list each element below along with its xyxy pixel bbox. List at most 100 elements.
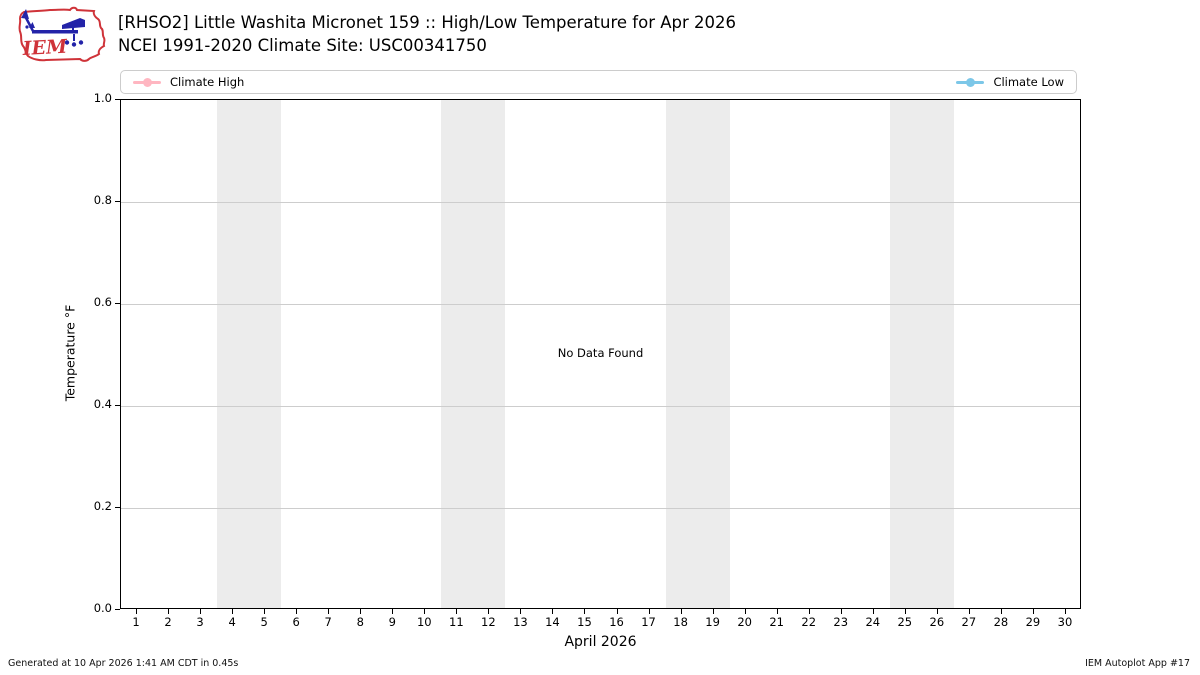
legend: Climate High Climate Low — [120, 70, 1077, 94]
legend-entry-climate-low: Climate Low — [956, 75, 1064, 89]
x-tick-mark — [136, 609, 138, 614]
gridline — [121, 406, 1080, 407]
x-tick-mark — [904, 609, 906, 614]
x-tick-mark — [616, 609, 618, 614]
x-tick-mark — [328, 609, 330, 614]
x-tick-label: 12 — [481, 615, 496, 629]
y-tick-label: 0.8 — [93, 193, 112, 207]
x-tick-mark — [392, 609, 394, 614]
x-tick-label: 26 — [929, 615, 945, 629]
x-tick-mark — [232, 609, 234, 614]
chart-subtitle: NCEI 1991-2020 Climate Site: USC00341750 — [118, 35, 487, 55]
generated-timestamp: Generated at 10 Apr 2026 1:41 AM CDT in … — [8, 658, 239, 669]
x-tick-label: 18 — [673, 615, 688, 629]
x-tick-label: 27 — [961, 615, 977, 629]
gridline — [121, 304, 1080, 305]
y-axis-label: Temperature °F — [62, 304, 78, 402]
y-tick-mark — [115, 609, 120, 610]
x-tick-mark — [168, 609, 170, 614]
legend-label-climate-low: Climate Low — [993, 75, 1064, 89]
climate-low-line-marker-icon — [956, 77, 985, 87]
x-tick-label: 7 — [324, 615, 332, 629]
app-credit: IEM Autoplot App #17 — [1085, 658, 1190, 669]
y-tick-label: 1.0 — [93, 91, 112, 105]
weekend-band — [665, 100, 730, 608]
x-tick-mark — [808, 609, 810, 614]
chart-title: [RHSO2] Little Washita Micronet 159 :: H… — [118, 13, 737, 32]
legend-entry-climate-high: Climate High — [133, 75, 244, 89]
x-tick-mark — [968, 609, 970, 614]
y-tick-mark — [115, 303, 120, 304]
weekend-band — [441, 100, 506, 608]
plot-area: No Data Found — [120, 99, 1081, 609]
x-tick-label: 23 — [833, 615, 849, 629]
weekend-band — [889, 100, 954, 608]
x-tick-mark — [360, 609, 362, 614]
y-tick-label: 0.6 — [93, 295, 112, 309]
x-tick-mark — [520, 609, 522, 614]
x-tick-label: 17 — [641, 615, 656, 629]
y-tick-label: 0.2 — [93, 499, 112, 513]
x-tick-mark — [456, 609, 458, 614]
x-tick-label: 13 — [513, 615, 528, 629]
x-tick-label: 19 — [705, 615, 720, 629]
x-tick-mark — [296, 609, 298, 614]
x-tick-mark — [200, 609, 202, 614]
x-tick-mark — [1032, 609, 1034, 614]
x-tick-label: 8 — [356, 615, 364, 629]
x-tick-label: 20 — [737, 615, 752, 629]
x-tick-mark — [936, 609, 938, 614]
x-tick-label: 10 — [416, 615, 432, 629]
x-tick-label: 24 — [865, 615, 881, 629]
gridline — [121, 202, 1080, 203]
x-tick-mark — [712, 609, 714, 614]
x-tick-mark — [648, 609, 650, 614]
x-tick-label: 29 — [1025, 615, 1041, 629]
x-tick-label: 3 — [196, 615, 204, 629]
x-tick-mark — [488, 609, 490, 614]
chart-title-block: [RHSO2] Little Washita Micronet 159 :: H… — [118, 12, 736, 57]
x-tick-label: 6 — [292, 615, 300, 629]
legend-label-climate-high: Climate High — [170, 75, 245, 89]
y-tick-label: 0.4 — [93, 397, 112, 411]
y-tick-mark — [115, 507, 120, 508]
weathervane-icon — [21, 9, 85, 47]
x-tick-mark — [776, 609, 778, 614]
x-tick-mark — [872, 609, 874, 614]
x-tick-mark — [552, 609, 554, 614]
x-tick-label: 11 — [449, 615, 464, 629]
x-tick-label: 16 — [609, 615, 624, 629]
x-axis-label: April 2026 — [564, 634, 637, 650]
x-tick-label: 14 — [545, 615, 560, 629]
x-tick-mark — [264, 609, 266, 614]
x-tick-mark — [744, 609, 746, 614]
x-tick-mark — [1000, 609, 1002, 614]
no-data-message: No Data Found — [557, 346, 644, 360]
climate-high-line-marker-icon — [133, 77, 161, 87]
x-tick-label: 1 — [132, 615, 140, 629]
x-tick-label: 28 — [993, 615, 1009, 629]
iem-logo: IEM — [18, 6, 106, 62]
x-tick-label: 30 — [1057, 615, 1073, 629]
y-tick-mark — [115, 201, 120, 202]
x-tick-mark — [840, 609, 842, 614]
y-tick-mark — [115, 405, 120, 406]
x-tick-mark — [680, 609, 682, 614]
y-tick-label: 0.0 — [93, 601, 112, 615]
x-tick-label: 22 — [801, 615, 817, 629]
x-tick-label: 4 — [228, 615, 236, 629]
x-tick-label: 25 — [897, 615, 913, 629]
x-tick-label: 5 — [260, 615, 268, 629]
x-tick-mark — [424, 609, 426, 614]
x-tick-mark — [584, 609, 586, 614]
x-tick-mark — [1064, 609, 1066, 614]
x-tick-label: 9 — [388, 615, 396, 629]
x-tick-label: 21 — [769, 615, 784, 629]
y-tick-mark — [115, 99, 120, 100]
gridline — [121, 508, 1080, 509]
iem-logo-text: IEM — [21, 36, 68, 60]
x-tick-label: 2 — [164, 615, 172, 629]
x-tick-label: 15 — [577, 615, 592, 629]
weekend-band — [217, 100, 282, 608]
